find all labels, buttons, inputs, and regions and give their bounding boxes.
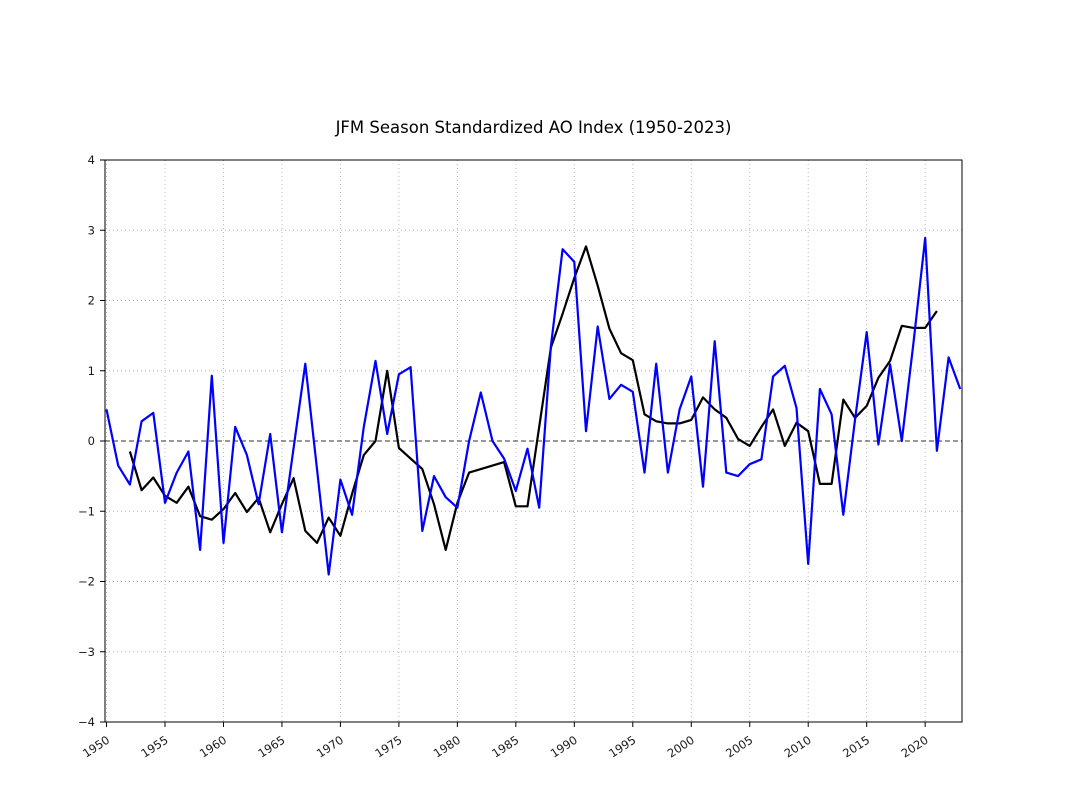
x-tick-label: 1980 [431,733,463,761]
x-tick-label: 1950 [80,733,112,761]
y-tick-label: 4 [88,153,95,167]
x-tick-label: 2015 [840,733,872,761]
y-tick-label: 2 [88,294,95,308]
x-tick-label: 1960 [197,733,229,761]
x-tick-label: 1965 [255,733,287,761]
x-tick-label: 2010 [782,733,814,761]
y-tick-label: 1 [88,364,95,378]
y-tick-label: 3 [88,223,95,237]
x-tick-label: 1955 [138,733,170,761]
x-tick-label: 1995 [606,733,638,761]
black-line [128,245,938,552]
x-tick-label: 2020 [899,733,931,761]
chart-title: JFM Season Standardized AO Index (1950-2… [335,118,732,137]
y-tick-label: −3 [78,645,95,659]
x-tick-label: 2000 [665,733,697,761]
x-tick-label: 1985 [489,733,521,761]
y-tick-label: −2 [78,575,95,589]
x-tick-label: 2005 [723,733,755,761]
y-tick-label: −1 [78,504,95,518]
y-tick-label: 0 [88,434,95,448]
y-tick-label: −4 [78,715,95,729]
x-tick-label: 1970 [314,733,346,761]
x-tick-label: 1990 [548,733,580,761]
blue-line [105,236,962,576]
x-tick-label: 1975 [372,733,404,761]
